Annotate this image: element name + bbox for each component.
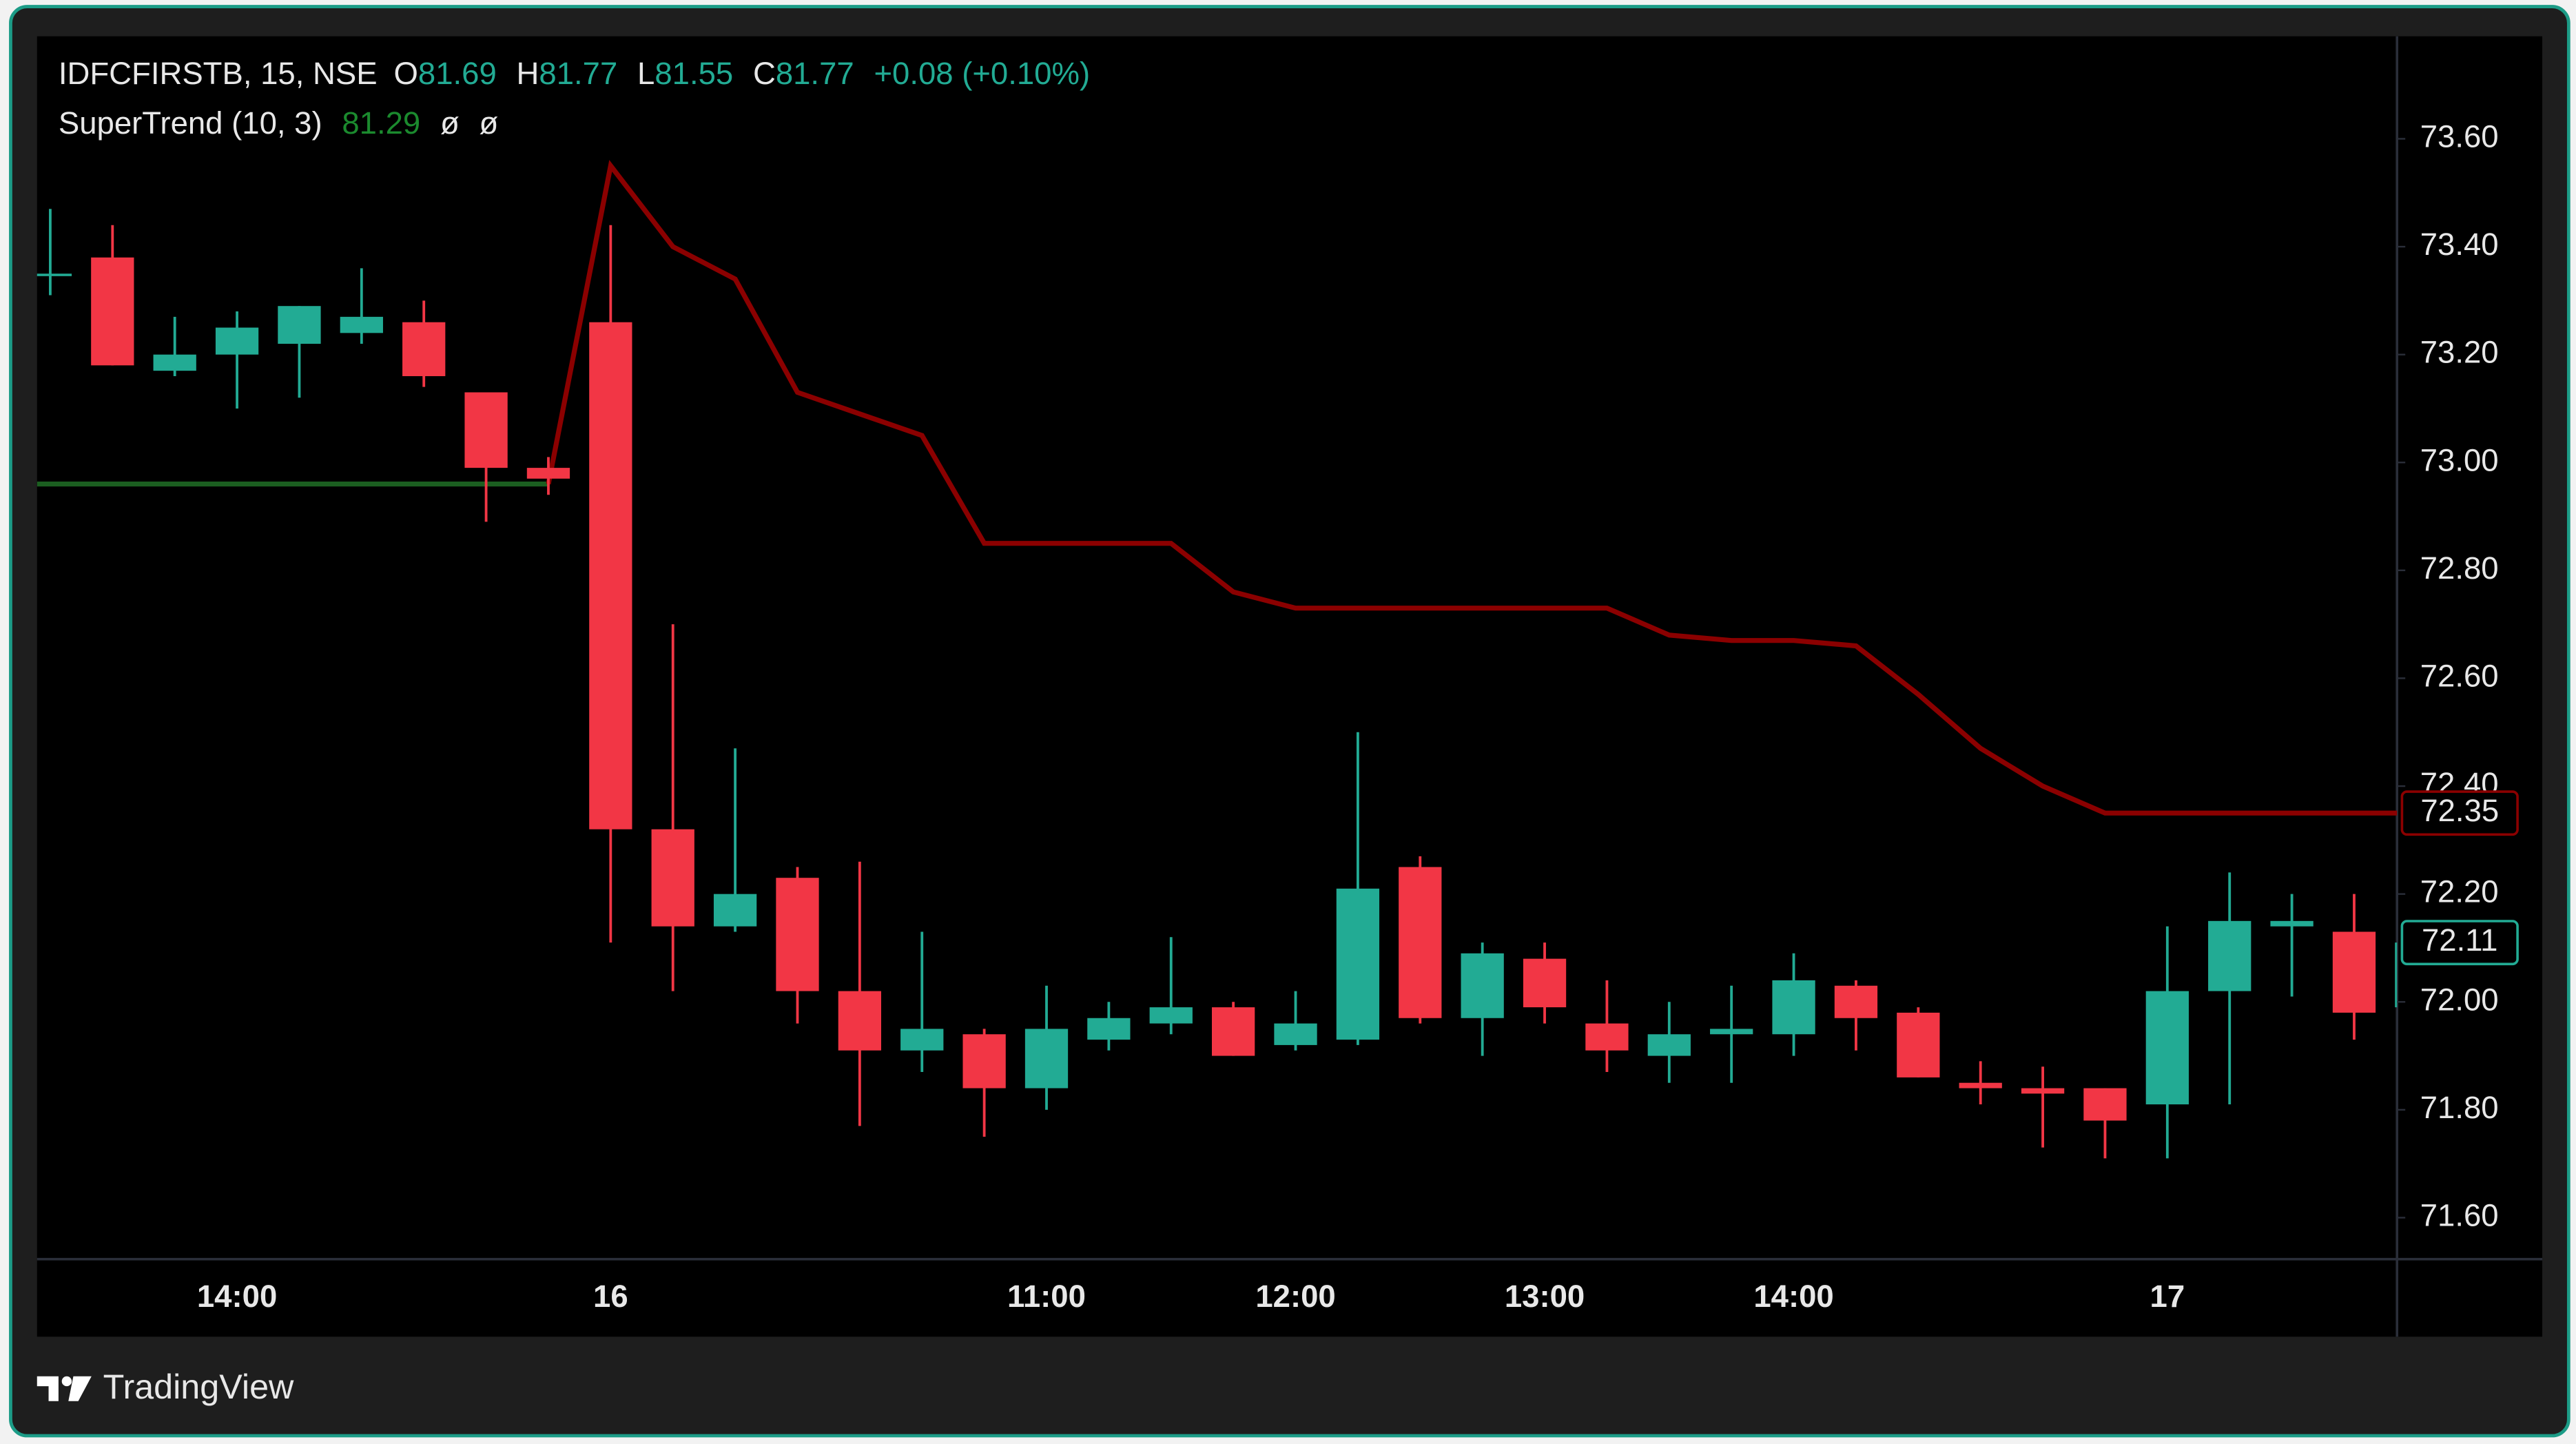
candle-body <box>1336 888 1380 1040</box>
y-tick-label: 72.60 <box>2420 658 2499 693</box>
candle-body <box>2021 1088 2065 1094</box>
candle-body <box>2145 991 2189 1105</box>
candle-body <box>1585 1023 1629 1051</box>
candle-body <box>340 316 383 333</box>
symbol-header: IDFCFIRSTB, 15, NSE O81.69 H81.77 L81.55 C81… <box>59 56 1090 91</box>
x-tick-label: 14:00 <box>1753 1279 1833 1314</box>
candle-body <box>91 257 134 366</box>
candle-body <box>215 327 259 355</box>
y-tick-label: 72.20 <box>2420 874 2499 909</box>
candle-body <box>1959 1082 2002 1089</box>
y-tick-label: 71.60 <box>2420 1197 2499 1232</box>
price-label-box <box>2400 790 2519 836</box>
candle-body <box>2208 920 2252 991</box>
candle-body <box>153 354 196 371</box>
candle-body <box>1149 1007 1193 1024</box>
high-value: 81.77 <box>539 56 617 91</box>
indicator-extra: ø <box>440 105 460 141</box>
candle-body <box>776 878 819 991</box>
symbol: IDFCFIRSTB, 15, NSE <box>59 56 378 91</box>
candle-body <box>2083 1088 2127 1121</box>
candle-body <box>1274 1023 1317 1045</box>
close-value: 81.77 <box>776 56 854 91</box>
candle-body <box>962 1034 1006 1089</box>
x-tick-label: 12:00 <box>1255 1279 1335 1314</box>
candle-body <box>589 322 632 829</box>
candle-body <box>2395 942 2398 1008</box>
supertrend-line <box>546 160 2398 816</box>
candle-body <box>1211 1007 1255 1056</box>
price-label: 72.11 <box>2422 922 2497 958</box>
y-tick-label: 71.80 <box>2420 1090 2499 1125</box>
candle-body <box>1834 985 1878 1018</box>
y-tick-label: 72.00 <box>2420 982 2499 1017</box>
candle-body <box>900 1029 944 1051</box>
low-label: L <box>637 56 655 91</box>
candle-body <box>526 468 570 479</box>
candle-body <box>1461 953 1504 1018</box>
candle-body <box>1523 958 1567 1008</box>
open-label: O <box>394 56 418 91</box>
candle-body <box>37 274 72 276</box>
candle-body <box>1087 1018 1131 1040</box>
brand-logo <box>37 1376 92 1401</box>
candle-body <box>1897 1012 1940 1077</box>
indicator-extra: ø <box>480 105 499 141</box>
candle-body <box>2332 931 2376 1013</box>
high-label: H <box>517 56 539 91</box>
candle-body <box>651 829 694 927</box>
indicator-value: 81.29 <box>342 105 420 141</box>
price-label-box <box>2400 920 2519 966</box>
y-tick-label: 73.20 <box>2420 335 2499 370</box>
indicator-header: SuperTrend (10, 3) 81.29 ø ø <box>59 105 498 141</box>
y-tick-label: 73.60 <box>2420 118 2499 154</box>
low-value: 81.55 <box>655 56 733 91</box>
candle-body <box>1772 980 1815 1035</box>
x-tick-label: 13:00 <box>1505 1279 1585 1314</box>
indicator-name: SuperTrend (10, 3) <box>59 105 322 141</box>
change: +0.08 (+0.10%) <box>874 56 1090 91</box>
y-tick-label: 73.00 <box>2420 442 2499 477</box>
price-label: 72.35 <box>2420 793 2499 828</box>
candle-body <box>1647 1034 1691 1056</box>
open-value: 81.69 <box>418 56 497 91</box>
candle-body <box>838 991 882 1051</box>
x-tick-label: 14:00 <box>197 1279 277 1314</box>
candle-body <box>464 392 508 468</box>
close-label: C <box>753 56 776 91</box>
axes: 73.6073.4073.2073.0072.8072.6072.4072.20… <box>197 118 2519 1314</box>
candle-body <box>1024 1029 1069 1089</box>
x-tick-label: 11:00 <box>1007 1279 1086 1314</box>
x-tick-label: 17 <box>2150 1279 2185 1314</box>
brand: TradingView <box>103 1367 294 1406</box>
candle-body <box>2270 920 2314 927</box>
candle-body <box>402 322 446 376</box>
y-tick-label: 72.80 <box>2420 550 2499 586</box>
candle-body <box>278 306 321 344</box>
candle-body <box>1710 1029 1753 1035</box>
x-tick-label: 16 <box>593 1279 628 1314</box>
plot <box>37 160 2398 1159</box>
candle-body <box>713 894 757 927</box>
candle-body <box>1399 867 1442 1018</box>
y-tick-label: 73.40 <box>2420 227 2499 262</box>
